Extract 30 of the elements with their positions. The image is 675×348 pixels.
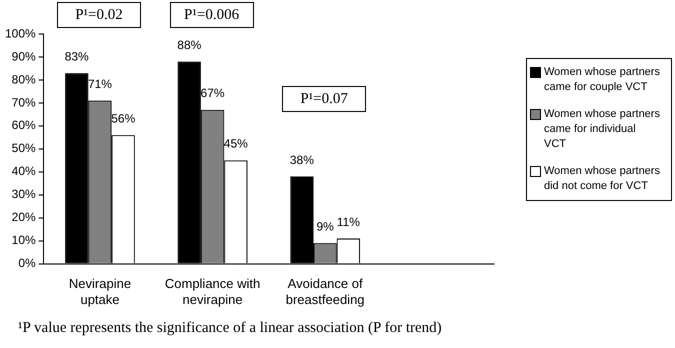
text: P¹=0.02	[75, 6, 123, 24]
y-tick-label: 40%	[12, 164, 36, 178]
data-label: 56%	[111, 111, 136, 126]
data-label: 45%	[224, 136, 248, 151]
y-tick-label: 100%	[4, 26, 36, 40]
y-tick-label: 50%	[12, 141, 36, 156]
y-tick-label: 70%	[12, 95, 36, 110]
data-label: 71%	[88, 76, 112, 91]
data-label: 83%	[64, 49, 90, 64]
x-tick-label: Nevirapine uptake	[68, 276, 132, 307]
data-label: 88%	[177, 38, 202, 52]
y-tick-label: 20%	[12, 210, 36, 224]
y-tick-label: 10%	[12, 233, 36, 248]
y-tick-label: 0%	[18, 256, 36, 270]
x-tick-label: Compliance with nevirapine	[164, 276, 260, 307]
legend-label: Women whose partners did not come for VCT	[544, 164, 660, 194]
y-tick-label: 30%	[12, 187, 36, 202]
annotation: P¹=0.07	[300, 90, 348, 108]
text: P¹=0.006	[184, 6, 240, 24]
legend-label: Women whose partners came for individual VCT	[544, 107, 660, 152]
data-label: 11%	[336, 214, 360, 229]
y-tick-label: 90%	[12, 49, 36, 64]
data-label: 67%	[200, 86, 225, 100]
x-tick-label: Avoidance of breastfeeding	[286, 276, 365, 307]
y-tick-label: 60%	[12, 118, 36, 132]
data-label: 38%	[290, 152, 314, 167]
y-tick-label: 80%	[12, 72, 36, 86]
legend-label: Women whose partners came for couple VCT	[544, 65, 660, 95]
text: ¹P value represents the significance of a linear association (P for trend)	[18, 320, 442, 337]
data-label: 9%	[316, 219, 334, 234]
